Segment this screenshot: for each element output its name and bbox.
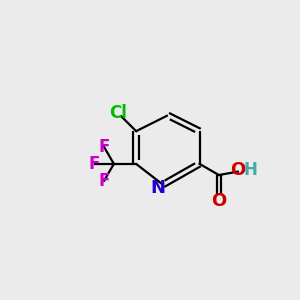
Text: Cl: Cl	[109, 104, 127, 122]
Text: O: O	[211, 192, 226, 210]
Text: O: O	[230, 161, 245, 179]
Text: H: H	[243, 161, 257, 179]
Text: F: F	[89, 155, 100, 173]
Text: F: F	[98, 172, 110, 190]
Text: N: N	[150, 179, 165, 197]
Text: F: F	[98, 138, 110, 156]
